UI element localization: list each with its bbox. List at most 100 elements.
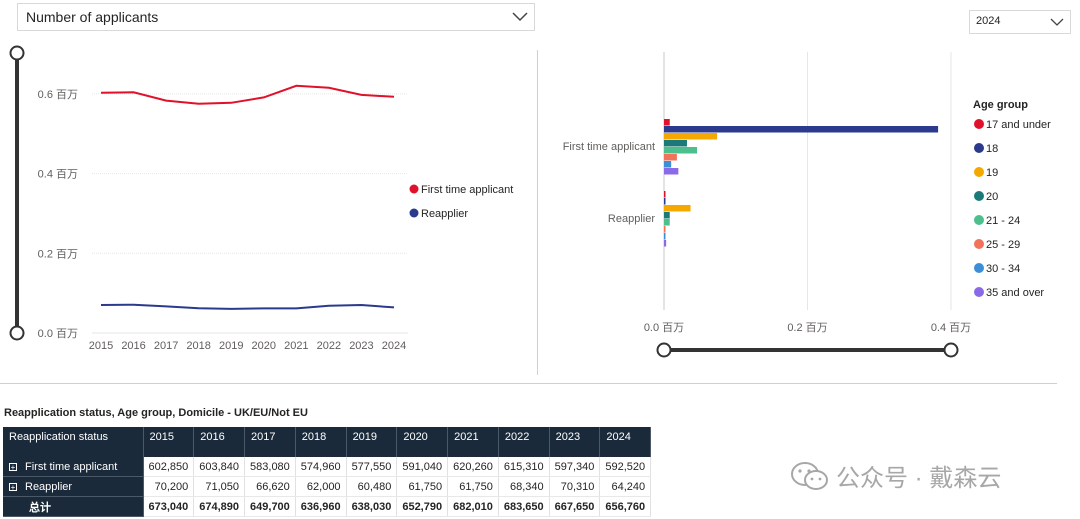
table-cell: 66,620 — [244, 476, 296, 497]
x-tick-label: 2015 — [89, 340, 113, 352]
table-cell: 597,340 — [549, 457, 601, 477]
table-cell: 60,480 — [346, 476, 398, 497]
legend-label[interactable]: 18 — [986, 143, 998, 155]
column-header-year[interactable]: 2022 — [498, 427, 550, 457]
legend-label[interactable]: 25 - 29 — [986, 239, 1020, 251]
bar-20[interactable] — [664, 212, 670, 219]
table-cell: 62,000 — [295, 476, 347, 497]
table-cell: 64,240 — [599, 476, 652, 497]
table-header-row: Reapplication status 2015 2016 2017 2018 201… — [3, 427, 652, 457]
y-range-slider-handle-top[interactable] — [9, 45, 25, 61]
x-tick-label: 2021 — [284, 340, 308, 352]
column-header-year[interactable]: 2020 — [396, 427, 449, 457]
expand-icon[interactable]: + — [9, 462, 17, 472]
bar-21---24[interactable] — [664, 147, 698, 154]
wechat-icon — [791, 462, 828, 490]
row-label-text: Reapplier — [25, 480, 73, 493]
table-title: Reapplication status, Age group, Domicil… — [4, 407, 308, 419]
series-line-reapplier[interactable] — [100, 303, 395, 310]
legend-label[interactable]: 17 and under — [986, 119, 1051, 131]
column-header-status[interactable]: Reapplication status — [3, 427, 144, 457]
legend-label[interactable]: 35 and over — [986, 287, 1044, 299]
total-row: 总计 673,040 674,890 649,700 636,960 638,030 652… — [3, 496, 652, 517]
column-header-year[interactable]: 2021 — [447, 427, 499, 457]
bar-21---24[interactable] — [664, 219, 670, 226]
x-tick-label: 2023 — [349, 340, 373, 352]
legend-marker[interactable] — [409, 184, 419, 194]
y-tick-label: 0.0 百万 — [38, 328, 78, 340]
bar-17-and-under[interactable] — [664, 119, 670, 126]
table-cell: 620,260 — [447, 457, 499, 477]
bar-17-and-under[interactable] — [664, 191, 666, 198]
bar-25---29[interactable] — [664, 226, 666, 233]
bar-25---29[interactable] — [664, 154, 677, 161]
bar-35-and-over[interactable] — [664, 168, 679, 175]
legend-marker[interactable] — [409, 208, 419, 218]
bar-19[interactable] — [664, 133, 718, 140]
line-chart: 0.0 百万 0.2 百万 0.4 百万 0.6 百万 2015 2016 2017 201… — [9, 45, 513, 352]
legend-marker[interactable] — [974, 263, 984, 273]
table-cell: 61,750 — [447, 476, 499, 497]
expand-icon[interactable]: + — [9, 482, 17, 492]
legend-label[interactable]: 20 — [986, 191, 998, 203]
bar-35-and-over[interactable] — [664, 240, 667, 247]
bar-18[interactable] — [664, 198, 666, 205]
panel-divider — [537, 50, 538, 375]
section-divider — [0, 383, 1057, 384]
table-cell: 592,520 — [599, 457, 652, 477]
y-tick-label: 0.2 百万 — [38, 248, 78, 260]
bar-20[interactable] — [664, 140, 687, 147]
table-cell: 603,840 — [193, 457, 246, 477]
column-header-year[interactable]: 2024 — [599, 427, 652, 457]
year-dropdown[interactable]: 2024 — [969, 10, 1071, 34]
table-cell: 61,750 — [396, 476, 449, 497]
legend-marker[interactable] — [974, 119, 984, 129]
x-range-slider-handle-left[interactable] — [656, 342, 672, 358]
column-header-year[interactable]: 2017 — [244, 427, 296, 457]
bar-18[interactable] — [664, 126, 939, 133]
legend-marker[interactable] — [974, 191, 984, 201]
x-tick-label: 2019 — [219, 340, 243, 352]
legend-marker[interactable] — [974, 239, 984, 249]
total-cell: 652,790 — [396, 496, 449, 517]
legend-marker[interactable] — [974, 143, 984, 153]
metric-dropdown[interactable]: Number of applicants — [17, 3, 535, 31]
bar-30---34[interactable] — [664, 233, 666, 240]
total-cell: 656,760 — [599, 496, 652, 517]
column-header-year[interactable]: 2015 — [143, 427, 195, 457]
total-cell: 638,030 — [346, 496, 398, 517]
data-table: Reapplication status 2015 2016 2017 2018 201… — [3, 427, 652, 517]
table-cell: 71,050 — [193, 476, 246, 497]
column-header-year[interactable]: 2019 — [346, 427, 398, 457]
legend-label[interactable]: First time applicant — [421, 184, 513, 196]
column-header-year[interactable]: 2023 — [549, 427, 601, 457]
table-cell: 583,080 — [244, 457, 296, 477]
table-cell: 615,310 — [498, 457, 550, 477]
x-tick-label: 2022 — [317, 340, 341, 352]
x-range-slider-handle-right[interactable] — [943, 342, 959, 358]
legend-label[interactable]: 21 - 24 — [986, 215, 1020, 227]
year-dropdown-value: 2024 — [976, 15, 1001, 27]
category-label: Reapplier — [608, 213, 655, 225]
legend-marker[interactable] — [974, 287, 984, 297]
legend-label[interactable]: 19 — [986, 167, 998, 179]
row-label[interactable]: + First time applicant — [3, 457, 144, 477]
chevron-down-icon — [1050, 18, 1064, 26]
x-tick-label: 2020 — [252, 340, 276, 352]
row-label[interactable]: + Reapplier — [3, 476, 144, 497]
legend-marker[interactable] — [974, 167, 984, 177]
series-line-first-time-applicant[interactable] — [100, 84, 395, 105]
bar-30---34[interactable] — [664, 161, 672, 168]
x-tick-label: 2017 — [154, 340, 178, 352]
bar-chart: First time applicant Reapplier 0.0 百万 0.2 … — [563, 52, 1051, 358]
column-header-year[interactable]: 2018 — [295, 427, 347, 457]
legend-label[interactable]: 30 - 34 — [986, 263, 1020, 275]
y-range-slider-handle-bottom[interactable] — [9, 325, 25, 341]
table-cell: 70,200 — [143, 476, 195, 497]
table-cell: 574,960 — [295, 457, 347, 477]
bar-19[interactable] — [664, 205, 691, 212]
legend-marker[interactable] — [974, 215, 984, 225]
total-cell: 683,650 — [498, 496, 550, 517]
column-header-year[interactable]: 2016 — [193, 427, 246, 457]
legend-label[interactable]: Reapplier — [421, 208, 468, 220]
